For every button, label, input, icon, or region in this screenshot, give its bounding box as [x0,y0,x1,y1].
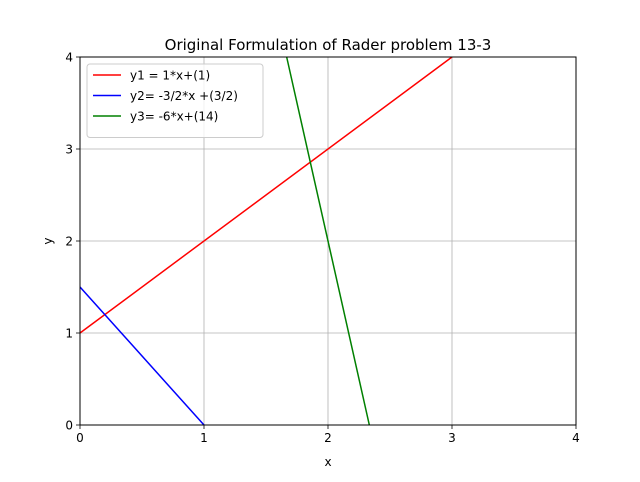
legend-label: y2= -3/2*x +(3/2) [130,89,238,103]
legend: y1 = 1*x+(1) y2= -3/2*x +(3/2) y3= -6*x+(1… [86,63,264,138]
series-layer [79,56,453,426]
y-tick-label: 2 [65,235,73,249]
x-tick-label: 0 [76,431,84,445]
x-tick-label: 4 [572,431,580,445]
chart-title: Original Formulation of Rader problem 13… [165,36,492,54]
x-tick-label: 2 [324,431,332,445]
series-line-y1 [79,56,453,334]
legend-label: y1 = 1*x+(1) [130,69,210,83]
y-tick-label: 4 [65,51,73,65]
y-tick-label: 1 [65,327,73,341]
y-tick-label: 0 [65,419,73,433]
legend-box [86,63,264,138]
legend-label: y3= -6*x+(14) [130,110,218,124]
ticks: 0 1 2 3 4 0 1 2 3 4 [65,51,579,446]
y-axis-label: y [41,237,55,244]
series-line-y2 [79,286,205,426]
x-tick-label: 1 [200,431,208,445]
x-axis-label: x [324,455,331,469]
series-line-y3 [285,56,371,426]
x-tick-label: 3 [448,431,456,445]
y-tick-label: 3 [65,143,73,157]
